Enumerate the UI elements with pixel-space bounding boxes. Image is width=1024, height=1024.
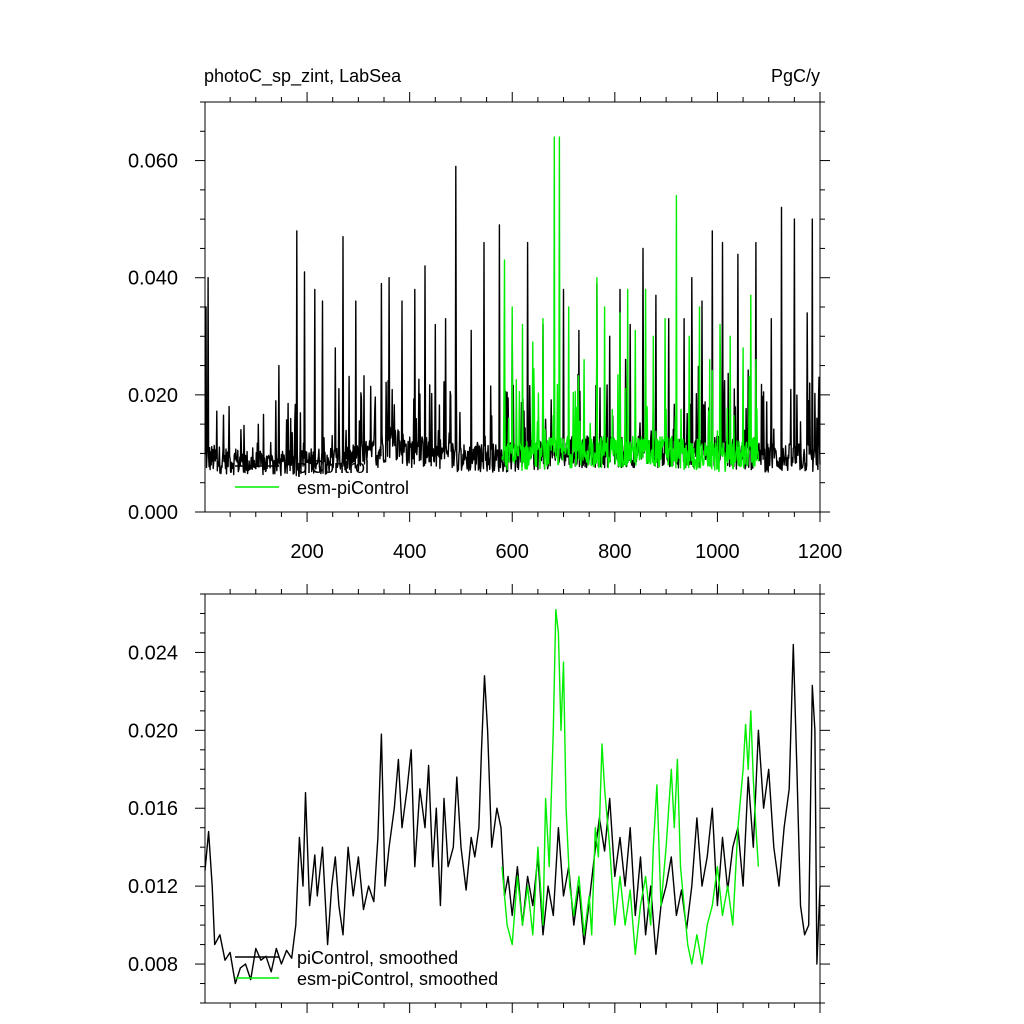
- top-panel: photoC_sp_zint, LabSea PgC/y 200 400 600 80…: [128, 66, 842, 563]
- top-x-tick-label: 400: [393, 541, 426, 563]
- top-series-1: [501, 136, 760, 473]
- bottom-legend-label: esm-piControl, smoothed: [297, 969, 498, 989]
- top-legend-label: piControl: [297, 457, 369, 477]
- top-x-tick-label: 1200: [798, 541, 843, 563]
- bottom-y-tick-label: 0.008: [128, 954, 178, 976]
- top-legend-label: esm-piControl: [297, 478, 409, 498]
- bottom-plot-area: 0.008 0.012 0.016 0.020 0.024 piControl, smoo…: [128, 584, 830, 1013]
- top-x-tick-label: 600: [496, 541, 529, 563]
- top-y-tick-label: 0.020: [128, 385, 178, 407]
- bottom-series-0: [204, 643, 821, 985]
- top-x-tick-label: 200: [290, 541, 323, 563]
- bottom-y-tick-label: 0.012: [128, 876, 178, 898]
- bottom-y-tick-label: 0.016: [128, 798, 178, 820]
- bottom-panel: 0.008 0.012 0.016 0.020 0.024 piControl, smoo…: [128, 584, 830, 1013]
- top-plot-area: 200 400 600 800 1000 1200 0.000 0.020 0.040 0.060…: [128, 92, 842, 563]
- top-title-left: photoC_sp_zint, LabSea: [204, 66, 402, 87]
- top-y-tick-label: 0.040: [128, 268, 178, 290]
- bottom-legend-label: piControl, smoothed: [297, 948, 458, 968]
- bottom-y-tick-label: 0.020: [128, 720, 178, 742]
- top-x-tick-label: 1000: [695, 541, 740, 563]
- top-y-tick-label: 0.060: [128, 151, 178, 173]
- top-y-tick-label: 0.000: [128, 502, 178, 524]
- bottom-series-1: [501, 608, 760, 965]
- bottom-y-tick-label: 0.024: [128, 642, 178, 664]
- top-x-tick-label: 800: [598, 541, 631, 563]
- top-title-right: PgC/y: [771, 66, 820, 86]
